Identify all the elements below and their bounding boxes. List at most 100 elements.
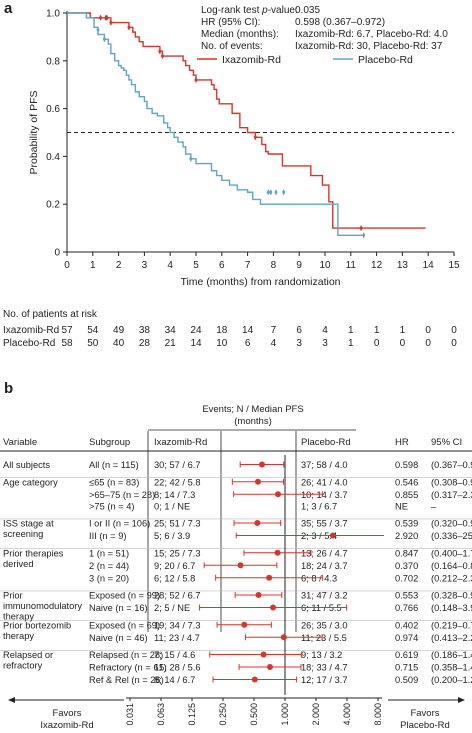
at-risk-count: 4: [271, 338, 277, 349]
at-risk-count: 50: [87, 338, 99, 349]
ixazomib-value: 22; 42 / 5.8: [154, 477, 201, 487]
ixazomib-value: 19; 34 / 7.3: [154, 620, 201, 630]
km-x-tick-label: 7: [245, 260, 251, 271]
at-risk-count: 1: [348, 338, 354, 349]
variable-label: All subjects: [3, 460, 50, 470]
variable-label: ISS stage at: [3, 519, 54, 529]
forest-plot: [199, 455, 384, 695]
ixazomib-value: 15; 25 / 7.3: [154, 548, 201, 558]
forest-x-tick-label: 0.250: [218, 703, 228, 726]
subgroup-label: Exposed (n = 99): [89, 591, 160, 601]
subgroup-label: 2 (n = 44): [89, 561, 129, 571]
hr-value: 2.920: [395, 531, 418, 541]
at-risk-count: 6: [296, 325, 302, 336]
ixazomib-value: 8; 14 / 6.7: [154, 675, 195, 685]
stats-p-italic: p: [261, 5, 268, 16]
km-censor-dot: [102, 37, 106, 41]
ixazomib-value: 28; 52 / 6.7: [154, 591, 201, 601]
ixazomib-value: 7; 15 / 4.6: [154, 650, 195, 660]
hr-value: 0.702: [395, 573, 418, 583]
km-curve-ixazomib: [67, 12, 426, 229]
ci-value: (0.308–0.967): [431, 477, 472, 487]
forest-x-tick-label: 8.000: [373, 703, 383, 726]
km-x-tick-label: 11: [346, 260, 357, 271]
hr-value: 0.539: [395, 519, 418, 529]
favors-right-line2: Placebo-Rd: [400, 720, 450, 731]
at-risk-count: 1: [400, 325, 406, 336]
ixazomib-value: 15; 28 / 5.6: [154, 663, 201, 673]
forest-point: [270, 604, 277, 611]
ci-value: (0.219–0.737): [431, 620, 472, 630]
km-censor-dot: [269, 190, 273, 194]
at-risk-count: 28: [139, 338, 151, 349]
km-censor-dot: [194, 78, 198, 82]
placebo-value: 1; 3 / 6.7: [301, 501, 337, 511]
legend-label: Placebo-Rd: [358, 54, 413, 66]
forest-point: [266, 574, 273, 581]
ci-value: (0.358–1.429): [431, 663, 472, 673]
forest-point: [251, 676, 258, 683]
stats-value: Ixazomib-Rd: 6.7, Placebo-Rd: 4.0: [295, 29, 448, 40]
group-header-line2: (months): [234, 416, 271, 427]
at-risk-count: 18: [216, 325, 228, 336]
km-x-tick-label: 2: [116, 260, 122, 271]
ci-value: –: [431, 501, 437, 511]
placebo-value: 35; 55 / 3.7: [301, 519, 348, 529]
hr-value: 0.509: [395, 675, 418, 685]
km-x-tick-label: 6: [219, 260, 225, 271]
km-x-tick-label: 0: [64, 260, 70, 271]
km-censor-dot: [189, 157, 193, 161]
at-risk-count: 7: [271, 325, 277, 336]
forest-point: [274, 491, 281, 498]
favors-right-arrowhead: [458, 697, 465, 703]
forest-x-tick-label: 0.031: [125, 703, 135, 726]
placebo-value: 31; 47 / 3.2: [301, 591, 348, 601]
variable-label: therapy: [3, 612, 34, 622]
variable-label: Prior therapies: [3, 548, 64, 558]
ixazomib-value: 11; 23 / 4.7: [154, 633, 200, 643]
km-x-tick-label: 10: [319, 260, 331, 271]
forest-point: [260, 651, 267, 658]
km-x-tick-label: 9: [296, 260, 302, 271]
hr-value: 0.855: [395, 490, 418, 500]
at-risk-row-label: Placebo-Rd: [3, 338, 55, 349]
forest-point: [237, 562, 244, 569]
at-risk-count: 38: [139, 325, 151, 336]
km-censor-dot: [99, 16, 103, 20]
placebo-value: 11; 23 / 5.5: [301, 633, 347, 643]
subgroup-label: I or II (n = 106): [89, 519, 150, 529]
hr-value: 0.619: [395, 650, 418, 660]
at-risk-count: 14: [242, 325, 254, 336]
variable-label: Age category: [3, 477, 58, 487]
col-header-hr: HR: [395, 437, 409, 448]
km-x-tick-label: 12: [371, 260, 383, 271]
subgroup-label: 3 (n = 20): [89, 573, 129, 583]
favors-left-line1: Favors: [52, 708, 81, 719]
forest-point: [254, 520, 261, 527]
at-risk-count: 21: [165, 338, 177, 349]
at-risk-count: 3: [322, 338, 328, 349]
placebo-value: 18; 33 / 4.7: [301, 663, 348, 673]
at-risk-count: 49: [113, 325, 125, 336]
placebo-value: 10; 14 / 3.7: [301, 490, 348, 500]
forest-point: [254, 478, 261, 485]
at-risk-count: 0: [425, 338, 431, 349]
forest-x-tick-label: 0.125: [187, 703, 197, 726]
subgroup-label: Naive (n = 16): [89, 603, 148, 613]
km-censor-dot: [253, 135, 257, 139]
forest-x-axis: 0.031 0.063 0.125 0.250 0.500 1.000 2.000 4.000…: [125, 697, 383, 726]
panel-a: a Log-rank test p-value:0.035 HR (95% CI)…: [3, 0, 460, 349]
ixazomib-value: 8; 14 / 7.3: [154, 490, 195, 500]
hr-value: 0.598: [395, 460, 418, 470]
ci-value: (0.400–1.789): [431, 548, 472, 558]
placebo-value: 18; 24 / 3.7: [301, 561, 348, 571]
at-risk-count: 58: [61, 338, 73, 349]
ixazomib-value: 2; 5 / NE: [154, 603, 190, 613]
variable-label: therapy: [3, 631, 34, 641]
stats-box: Log-rank test p-value:0.035 HR (95% CI): 0…: [201, 5, 448, 52]
ci-value: (0.328–0.931): [431, 591, 472, 601]
ixazomib-value: 0; 1 / NE: [154, 501, 190, 511]
group-header-line1: Events; N / Median PFS: [202, 404, 303, 415]
legend-label: Ixazomib-Rd: [222, 54, 281, 66]
at-risk-count: 0: [400, 338, 406, 349]
